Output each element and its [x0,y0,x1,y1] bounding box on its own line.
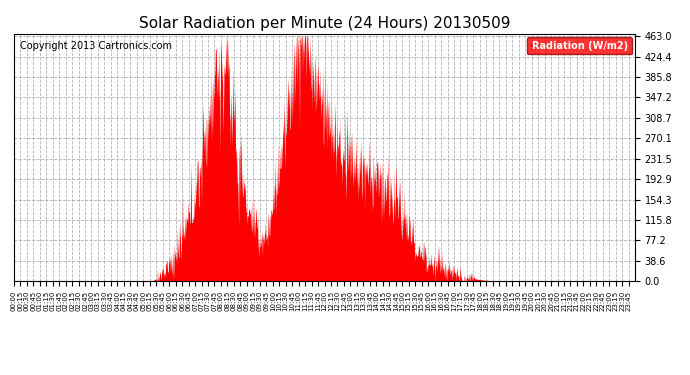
Title: Solar Radiation per Minute (24 Hours) 20130509: Solar Radiation per Minute (24 Hours) 20… [139,16,510,31]
Text: Copyright 2013 Cartronics.com: Copyright 2013 Cartronics.com [20,41,172,51]
Legend: Radiation (W/m2): Radiation (W/m2) [527,37,632,54]
